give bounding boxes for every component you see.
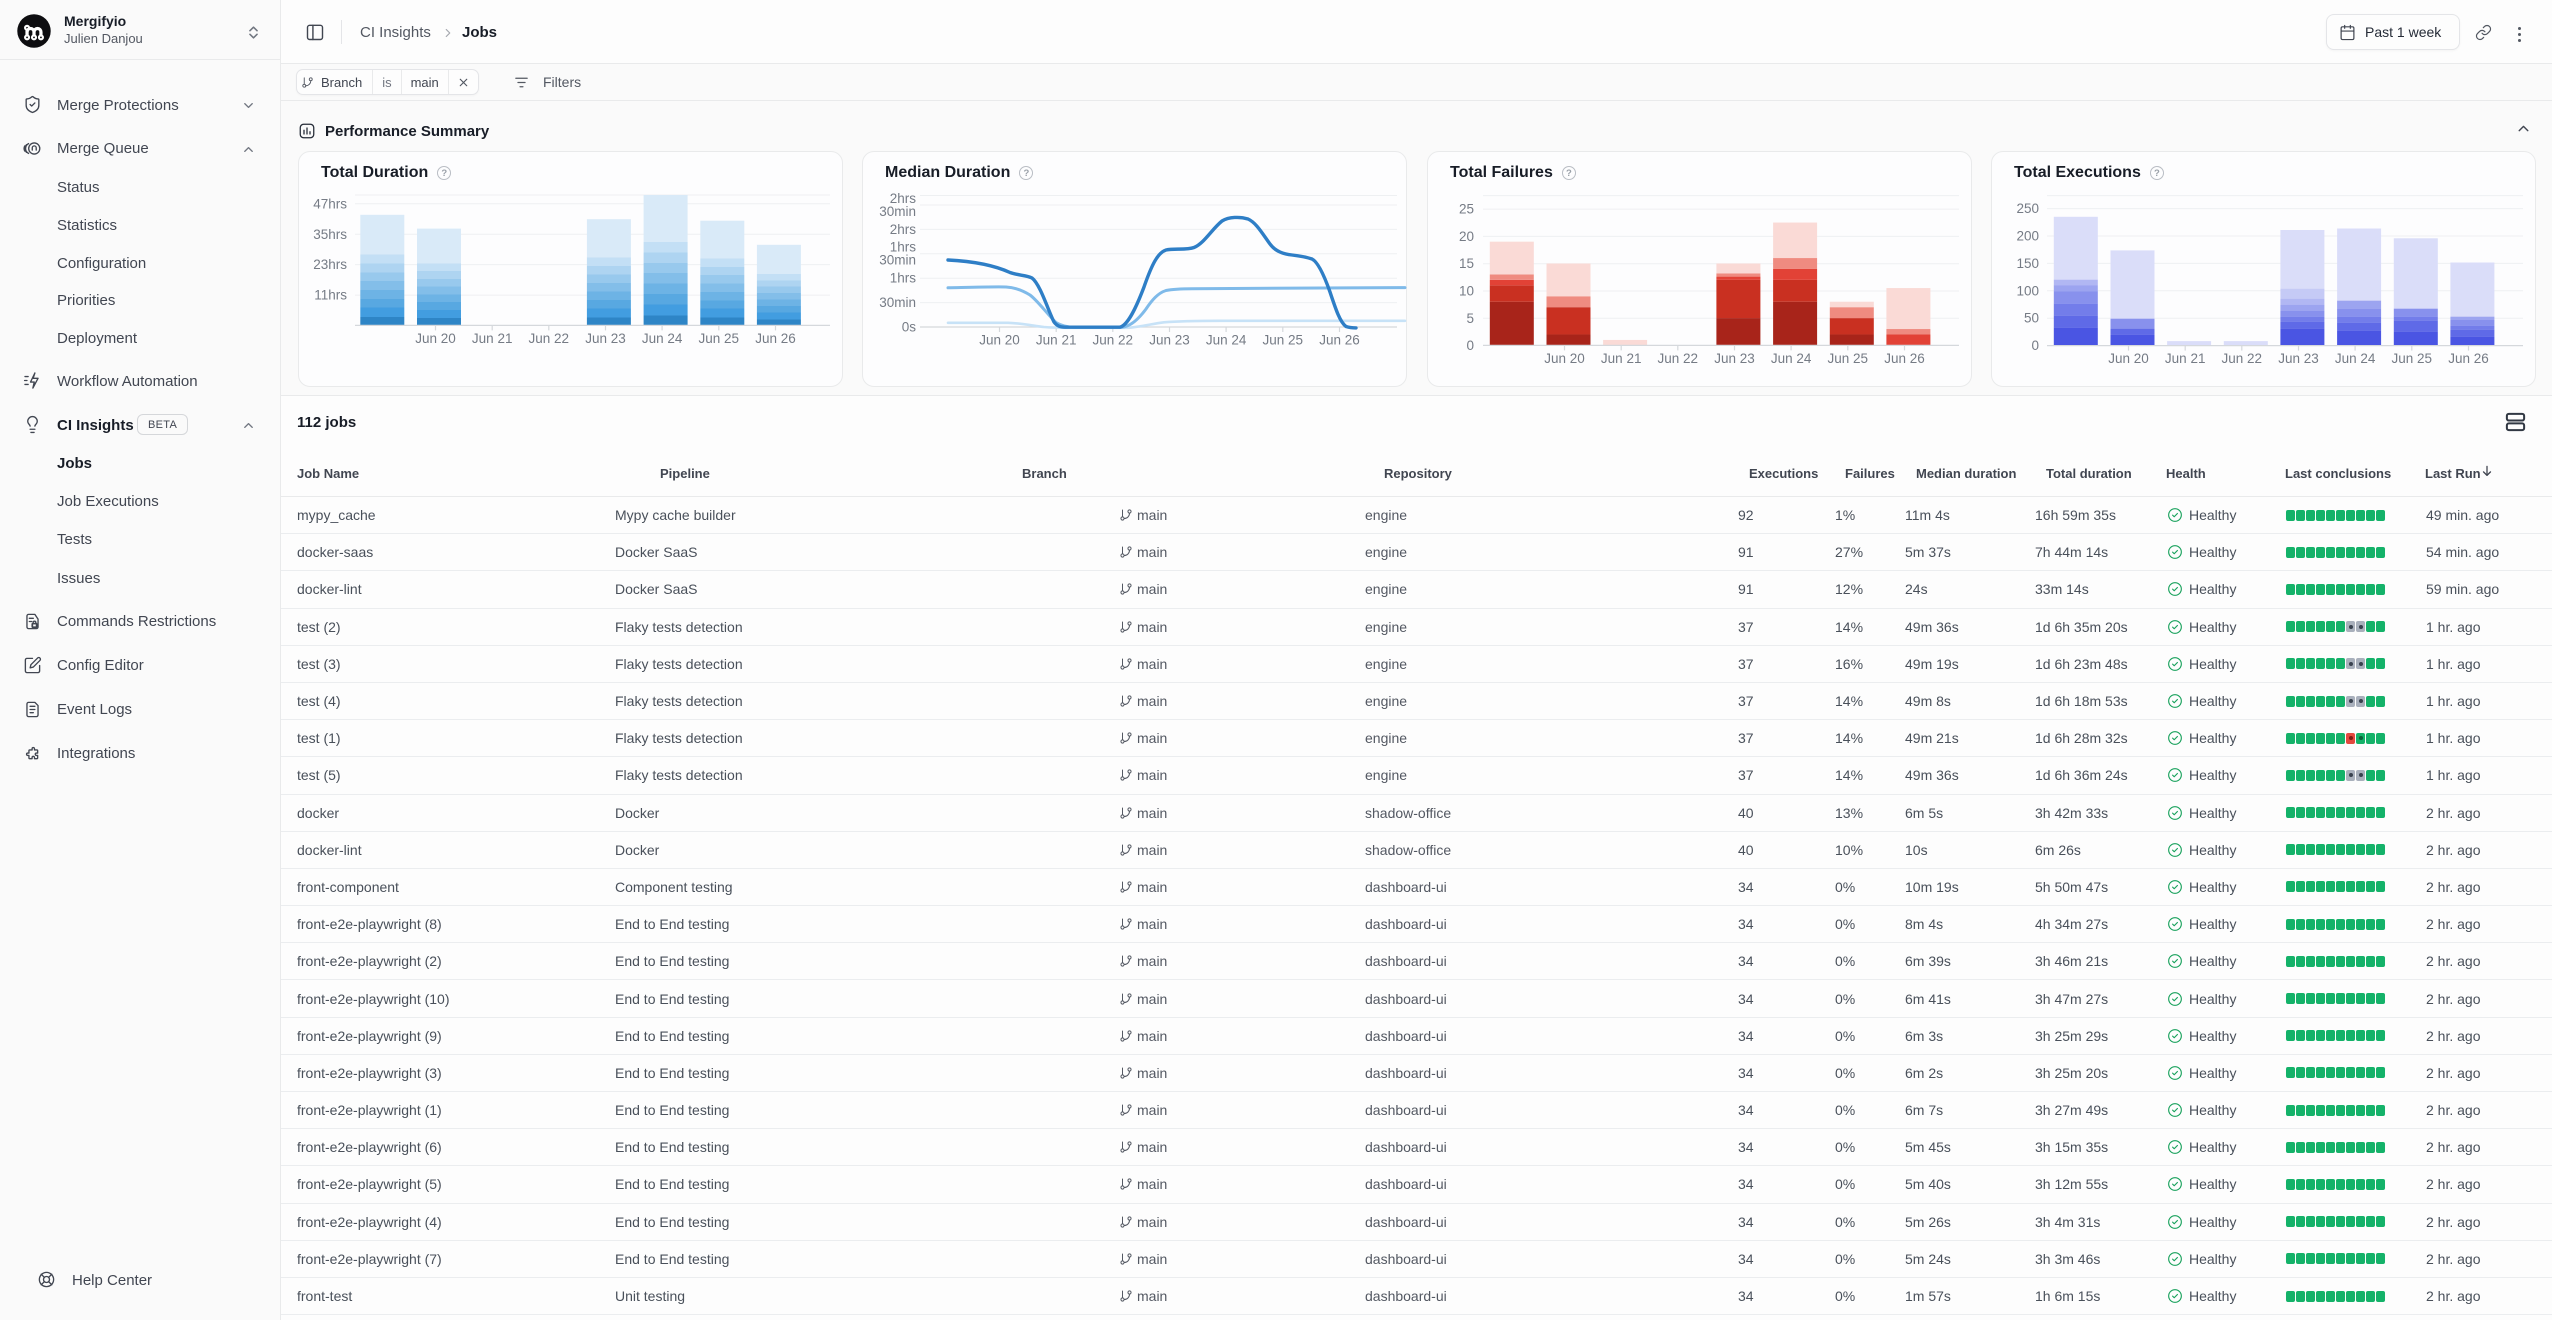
svg-text:Jun 20: Jun 20 xyxy=(2108,351,2149,366)
svg-text:Jun 26: Jun 26 xyxy=(2448,351,2489,366)
svg-text:30min: 30min xyxy=(879,252,916,267)
svg-text:Jun 20: Jun 20 xyxy=(979,333,1020,348)
svg-text:Jun 23: Jun 23 xyxy=(1714,351,1755,366)
svg-text:200: 200 xyxy=(2016,229,2039,244)
svg-text:Jun 21: Jun 21 xyxy=(472,331,513,346)
svg-text:Jun 22: Jun 22 xyxy=(529,331,570,346)
svg-text:30min: 30min xyxy=(879,204,916,219)
svg-text:1hrs: 1hrs xyxy=(890,271,917,286)
svg-text:Jun 21: Jun 21 xyxy=(1601,351,1642,366)
svg-text:Jun 22: Jun 22 xyxy=(1093,333,1134,348)
svg-text:Jun 24: Jun 24 xyxy=(1771,351,1812,366)
svg-text:2hrs: 2hrs xyxy=(890,222,917,237)
svg-text:1hrs: 1hrs xyxy=(890,239,917,254)
svg-text:Jun 21: Jun 21 xyxy=(2165,351,2206,366)
svg-text:35hrs: 35hrs xyxy=(313,227,347,242)
svg-text:15: 15 xyxy=(1459,256,1474,271)
svg-text:Jun 25: Jun 25 xyxy=(1828,351,1869,366)
svg-text:Jun 20: Jun 20 xyxy=(1544,351,1585,366)
svg-text:2hrs: 2hrs xyxy=(890,191,917,206)
svg-text:Jun 24: Jun 24 xyxy=(1206,333,1247,348)
svg-text:Jun 22: Jun 22 xyxy=(1658,351,1699,366)
svg-text:5: 5 xyxy=(1466,311,1474,326)
svg-text:25: 25 xyxy=(1459,202,1474,217)
svg-text:250: 250 xyxy=(2016,201,2039,216)
svg-text:100: 100 xyxy=(2016,283,2039,298)
svg-text:23hrs: 23hrs xyxy=(313,257,347,272)
svg-text:Jun 25: Jun 25 xyxy=(1263,333,1304,348)
svg-text:11hrs: 11hrs xyxy=(314,288,347,303)
svg-text:Jun 24: Jun 24 xyxy=(642,331,683,346)
svg-text:Jun 25: Jun 25 xyxy=(2392,351,2433,366)
svg-text:Jun 25: Jun 25 xyxy=(699,331,740,346)
svg-text:Jun 26: Jun 26 xyxy=(755,331,796,346)
svg-text:0s: 0s xyxy=(902,320,917,335)
svg-text:Jun 24: Jun 24 xyxy=(2335,351,2376,366)
svg-text:Jun 26: Jun 26 xyxy=(1884,351,1925,366)
svg-text:Jun 23: Jun 23 xyxy=(2278,351,2319,366)
svg-text:Jun 22: Jun 22 xyxy=(2222,351,2263,366)
svg-text:Jun 20: Jun 20 xyxy=(415,331,456,346)
svg-text:Jun 26: Jun 26 xyxy=(1319,333,1360,348)
svg-text:30min: 30min xyxy=(879,295,916,310)
svg-text:47hrs: 47hrs xyxy=(313,196,347,211)
svg-text:50: 50 xyxy=(2024,311,2039,326)
svg-text:0: 0 xyxy=(1466,338,1474,353)
svg-text:150: 150 xyxy=(2016,256,2039,271)
svg-text:20: 20 xyxy=(1459,229,1474,244)
svg-text:0: 0 xyxy=(2031,338,2039,353)
svg-text:Jun 23: Jun 23 xyxy=(1149,333,1190,348)
svg-text:10: 10 xyxy=(1459,284,1474,299)
svg-text:Jun 23: Jun 23 xyxy=(585,331,626,346)
svg-text:Jun 21: Jun 21 xyxy=(1036,333,1077,348)
